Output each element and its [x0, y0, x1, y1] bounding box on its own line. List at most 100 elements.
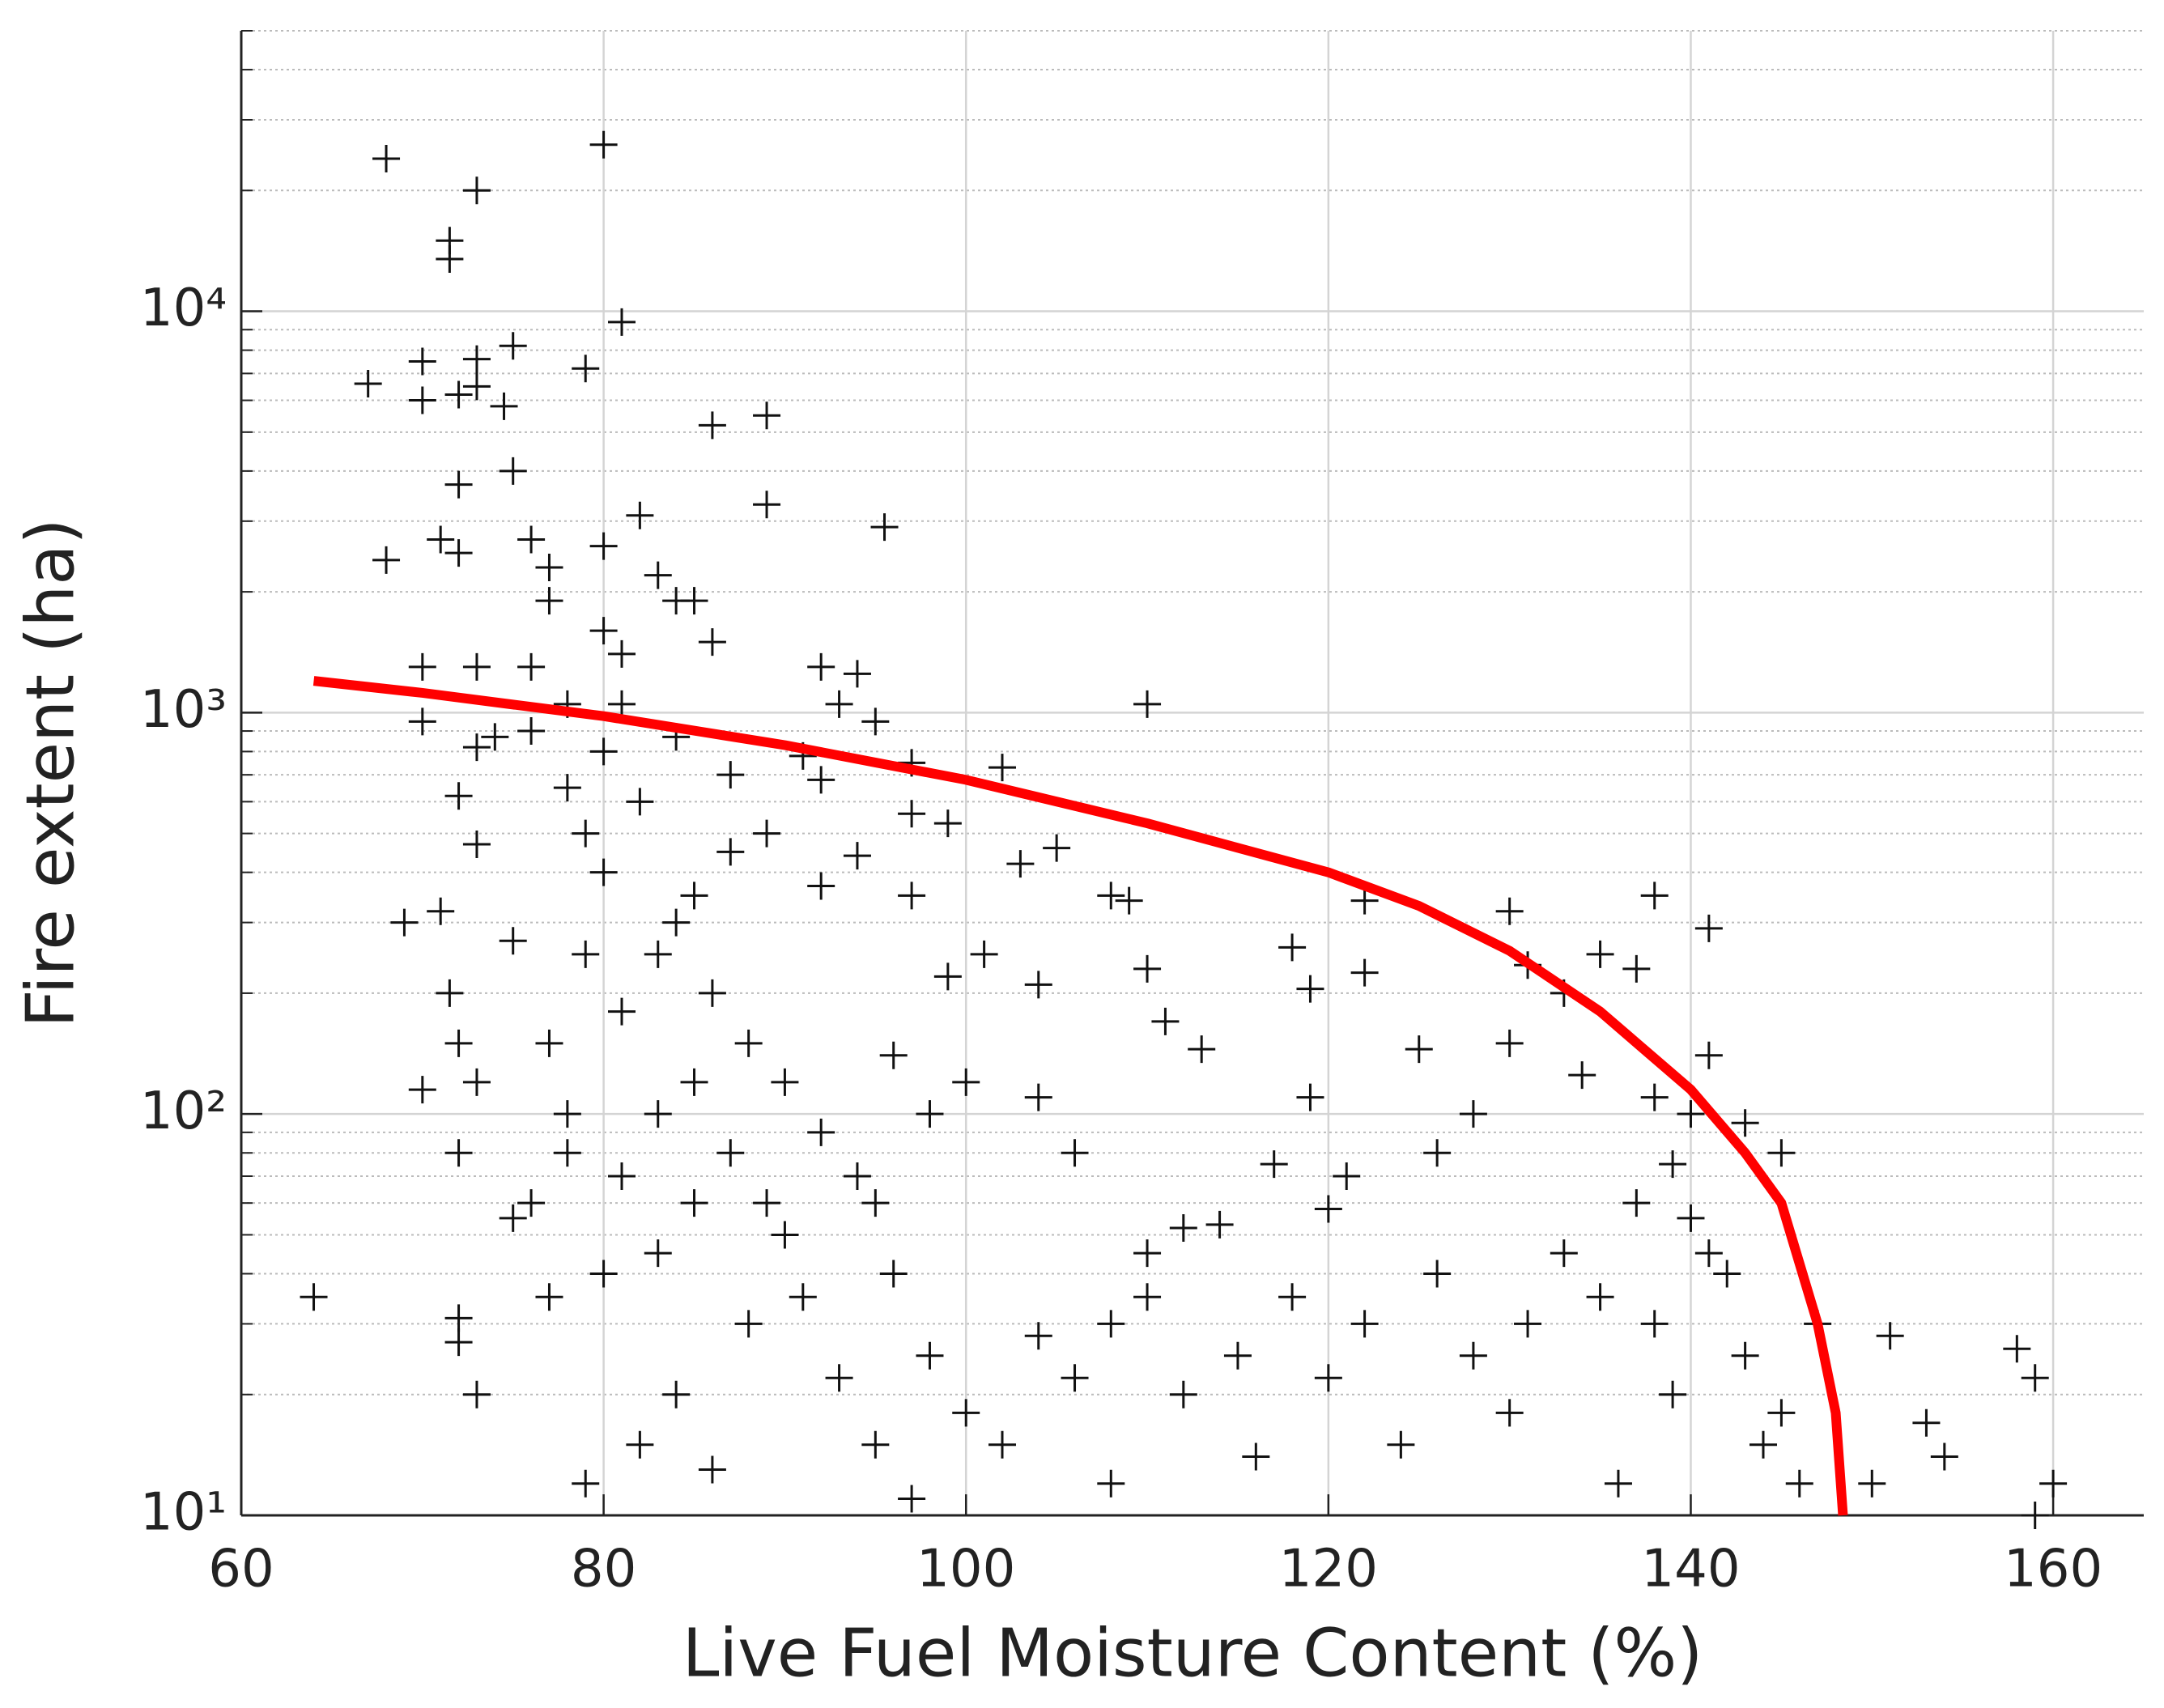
point: [626, 501, 654, 529]
point: [408, 386, 436, 414]
point: [462, 1380, 491, 1408]
point: [680, 1068, 708, 1096]
point: [1333, 1162, 1361, 1190]
fit-line: [312, 676, 1848, 1516]
point: [680, 587, 708, 615]
point: [807, 872, 835, 900]
point: [444, 380, 473, 409]
point: [462, 652, 491, 681]
point: [462, 345, 491, 373]
y-tick-label: 10³: [140, 680, 227, 740]
y-tick-label: 10²: [140, 1081, 227, 1141]
point: [698, 411, 726, 440]
point: [771, 1068, 799, 1096]
point: [1495, 897, 1524, 925]
point: [1659, 1380, 1687, 1408]
point: [1024, 1322, 1052, 1350]
y-axis-title: Fire extent (ha): [12, 519, 89, 1028]
point: [698, 1455, 726, 1484]
point: [662, 908, 691, 937]
point: [1024, 1083, 1052, 1111]
point: [408, 707, 436, 736]
x-tick-label: 160: [2004, 1540, 2102, 1600]
point: [1405, 1035, 1433, 1064]
point: [1767, 1399, 1796, 1427]
point: [933, 962, 962, 991]
point: [499, 1204, 527, 1232]
point: [1785, 1469, 1813, 1498]
y-tick-label: 10⁴: [140, 278, 227, 338]
point: [1622, 1189, 1651, 1217]
point: [535, 1283, 563, 1311]
point: [753, 1189, 781, 1217]
point: [1677, 1204, 1705, 1232]
point: [861, 707, 890, 736]
point: [572, 819, 600, 848]
point: [490, 392, 518, 420]
point: [462, 176, 491, 205]
point: [861, 1430, 890, 1459]
point: [898, 800, 926, 828]
point: [898, 882, 926, 910]
point: [535, 1029, 563, 1057]
point: [553, 1139, 581, 1167]
point: [933, 809, 962, 838]
point: [481, 723, 509, 751]
point: [1205, 1210, 1234, 1239]
point: [1568, 1061, 1596, 1090]
point: [517, 1189, 546, 1217]
point: [535, 587, 563, 615]
point: [517, 525, 546, 554]
point: [1731, 1341, 1759, 1370]
point: [1296, 975, 1324, 1003]
point: [462, 733, 491, 762]
point: [608, 1162, 636, 1190]
point: [1731, 1109, 1759, 1137]
point: [825, 690, 853, 718]
point: [589, 617, 618, 645]
point: [427, 525, 455, 554]
point: [644, 561, 672, 589]
point: [2003, 1335, 2031, 1363]
point: [444, 1139, 473, 1167]
point: [734, 1310, 763, 1338]
point: [1876, 1322, 1904, 1350]
point: [408, 652, 436, 681]
point: [1133, 954, 1162, 983]
point: [1350, 1310, 1379, 1338]
point: [572, 355, 600, 383]
point: [644, 1100, 672, 1128]
point: [390, 908, 419, 937]
point: [1694, 1239, 1723, 1268]
point: [879, 1041, 908, 1069]
point: [553, 774, 581, 802]
point: [1296, 1083, 1324, 1111]
point: [462, 830, 491, 858]
point: [462, 372, 491, 401]
point: [626, 1430, 654, 1459]
point: [1097, 1469, 1125, 1498]
point: [716, 1139, 745, 1167]
point: [1694, 914, 1723, 942]
point: [608, 997, 636, 1026]
point: [716, 761, 745, 789]
point: [1694, 1041, 1723, 1069]
point: [589, 1260, 618, 1288]
point: [499, 457, 527, 485]
point: [1242, 1442, 1270, 1471]
point: [1586, 940, 1614, 968]
point: [1188, 1035, 1216, 1064]
point: [1169, 1380, 1197, 1408]
point: [1459, 1341, 1487, 1370]
point: [408, 347, 436, 376]
point: [1278, 933, 1307, 962]
point: [1640, 1310, 1669, 1338]
point: [970, 940, 998, 968]
point: [1133, 1239, 1162, 1268]
point: [444, 470, 473, 499]
point: [626, 788, 654, 816]
point: [1459, 1100, 1487, 1128]
point: [1043, 834, 1071, 862]
point: [1423, 1260, 1452, 1288]
x-tick-label: 60: [208, 1540, 274, 1600]
